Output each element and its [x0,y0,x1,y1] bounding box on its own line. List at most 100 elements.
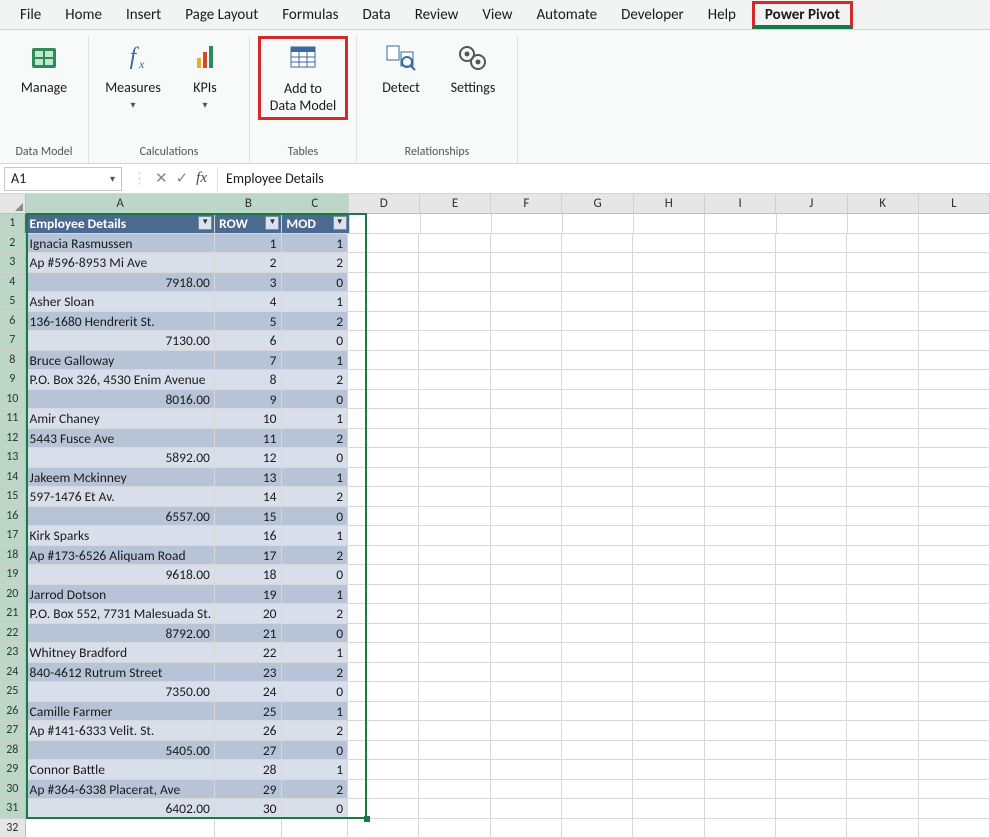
cell[interactable] [562,721,633,741]
cell[interactable] [633,721,704,741]
col-header-L[interactable]: L [919,194,990,213]
cell[interactable]: 22 [215,643,282,663]
cell[interactable]: 30 [215,799,282,819]
cell[interactable] [563,214,634,234]
cell[interactable]: 1 [282,526,349,546]
cell[interactable] [348,409,419,429]
cell[interactable] [776,234,847,254]
cell[interactable] [633,702,704,722]
cell[interactable]: Connor Battle [26,760,215,780]
cell[interactable] [633,273,704,293]
cell[interactable] [705,663,776,683]
cell[interactable]: P.O. Box 552, 7731 Malesuada St. [26,604,215,624]
cell[interactable] [705,624,776,644]
cell[interactable]: 5405.00 [26,741,215,761]
cell[interactable]: Asher Sloan [26,292,215,312]
cell[interactable] [919,448,990,468]
cell[interactable] [348,351,419,371]
cell[interactable] [562,409,633,429]
manage-button[interactable]: Manage [8,36,80,101]
row-header[interactable]: 18 [0,546,26,566]
cell[interactable] [348,331,419,351]
cell[interactable]: 2 [282,663,349,683]
cell[interactable] [705,273,776,293]
filter-dropdown-icon[interactable]: ▼ [333,216,347,230]
cell[interactable] [348,741,419,761]
cell[interactable] [776,565,847,585]
cell[interactable] [919,682,990,702]
cell[interactable] [348,721,419,741]
cell[interactable] [491,312,562,332]
cell[interactable] [348,682,419,702]
cell[interactable] [705,702,776,722]
col-header-K[interactable]: K [848,194,919,213]
filter-dropdown-icon[interactable]: ▼ [265,216,279,230]
cell[interactable] [348,390,419,410]
cell[interactable] [491,331,562,351]
cell[interactable] [419,760,490,780]
cell[interactable] [419,819,490,838]
cell[interactable] [348,604,419,624]
cell[interactable] [919,292,990,312]
cell[interactable]: 23 [215,663,282,683]
cell[interactable] [847,780,918,800]
cell[interactable]: Ap #596-8953 Mi Ave [26,253,215,273]
cell[interactable] [562,741,633,761]
cell[interactable] [919,331,990,351]
cell[interactable]: Jakeem Mckinney [26,468,215,488]
cell[interactable] [919,546,990,566]
cell[interactable]: 6 [215,331,282,351]
row-header[interactable]: 23 [0,643,26,663]
cell[interactable] [705,429,776,449]
cell[interactable] [847,468,918,488]
cell[interactable] [562,234,633,254]
cell[interactable] [633,292,704,312]
cell[interactable] [633,370,704,390]
cell[interactable] [847,448,918,468]
row-header[interactable]: 4 [0,273,26,293]
cell[interactable]: 2 [282,487,349,507]
cell[interactable] [847,585,918,605]
cell[interactable] [847,721,918,741]
row-header[interactable]: 6 [0,312,26,332]
cell[interactable] [348,702,419,722]
cell[interactable] [419,292,490,312]
cell[interactable] [491,741,562,761]
cell[interactable] [847,331,918,351]
cell[interactable] [633,487,704,507]
cell[interactable] [562,390,633,410]
cell[interactable]: 27 [215,741,282,761]
settings-button[interactable]: Settings [437,36,509,101]
col-header-J[interactable]: J [776,194,847,213]
cell[interactable] [705,585,776,605]
cell[interactable]: 29 [215,780,282,800]
cancel-icon[interactable]: ✕ [155,169,168,188]
cell[interactable]: 1 [282,468,349,488]
cell[interactable] [705,760,776,780]
row-header[interactable]: 17 [0,526,26,546]
cell[interactable]: 1 [282,351,349,371]
cell[interactable] [777,214,848,234]
cell[interactable] [919,273,990,293]
cell[interactable]: Kirk Sparks [26,526,215,546]
cell[interactable] [919,487,990,507]
cell[interactable] [491,409,562,429]
row-header[interactable]: 19 [0,565,26,585]
cell[interactable] [847,682,918,702]
cell[interactable] [491,429,562,449]
row-header[interactable]: 27 [0,721,26,741]
cell[interactable] [348,468,419,488]
cell[interactable] [491,624,562,644]
cell[interactable] [562,663,633,683]
cell[interactable] [419,663,490,683]
cell[interactable] [562,448,633,468]
cell[interactable] [348,546,419,566]
cell[interactable] [491,487,562,507]
cell[interactable] [705,312,776,332]
cell[interactable]: 28 [215,760,282,780]
cell[interactable]: 0 [282,799,349,819]
cell[interactable] [491,799,562,819]
cell[interactable] [491,682,562,702]
cell[interactable] [847,253,918,273]
cell[interactable] [847,370,918,390]
